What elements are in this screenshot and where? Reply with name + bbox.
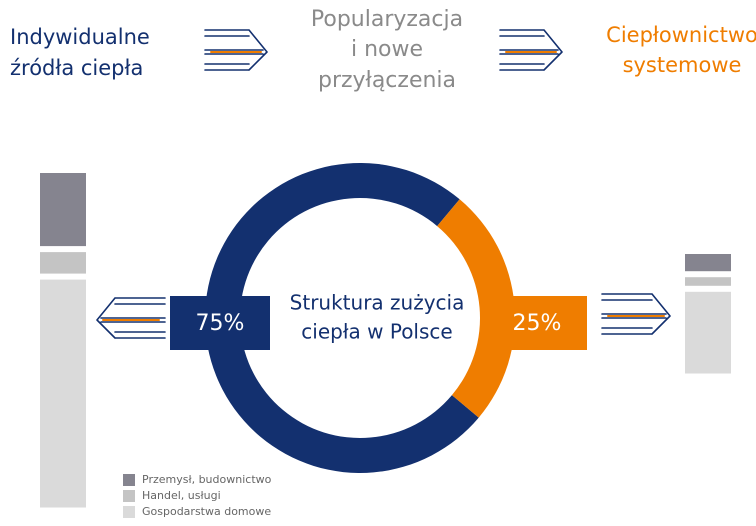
legend-swatch: [123, 506, 135, 518]
label-box: [170, 296, 270, 350]
heading-line: systemowe: [623, 53, 742, 77]
bar-segment: [40, 252, 86, 274]
legend-label: Gospodarstwa domowe: [142, 505, 271, 518]
legend-label: Handel, usługi: [142, 489, 221, 502]
bar-segment: [685, 277, 731, 286]
right-heading: Ciepłownictwo systemowe: [606, 23, 756, 77]
left-heading: Indywidualne źródła ciepła: [10, 25, 150, 80]
legend-swatch: [123, 490, 135, 502]
label-box: [487, 296, 587, 350]
value-label: 25%: [513, 311, 562, 336]
donut-title: Struktura zużycia ciepła w Polsce: [290, 291, 465, 344]
heading-line: Ciepłownictwo: [606, 23, 756, 47]
arrow-right: [499, 29, 563, 71]
value-label: 75%: [196, 311, 245, 336]
arrow-right: [204, 29, 268, 71]
heading-line: przyłączenia: [318, 68, 456, 93]
legend-swatch: [123, 474, 135, 486]
title-line: ciepła w Polsce: [301, 320, 452, 344]
bar-segment: [685, 254, 731, 272]
donut-segment: [205, 163, 479, 473]
arrow-left: [96, 297, 166, 339]
middle-heading: Popularyzacja i nowe przyłączenia: [311, 7, 463, 93]
arrow-right: [601, 293, 671, 335]
heading-line: Indywidualne: [10, 25, 150, 49]
heading-line: i nowe: [351, 37, 423, 62]
heading-line: źródła ciepła: [10, 56, 143, 80]
legend-label: Przemysł, budownictwo: [142, 473, 272, 486]
bar-segment: [685, 291, 731, 374]
bar-segment: [40, 173, 86, 247]
bar-segment: [40, 279, 86, 508]
donut-segment: [437, 199, 515, 418]
title-line: Struktura zużycia: [290, 291, 465, 315]
heading-line: Popularyzacja: [311, 7, 463, 32]
